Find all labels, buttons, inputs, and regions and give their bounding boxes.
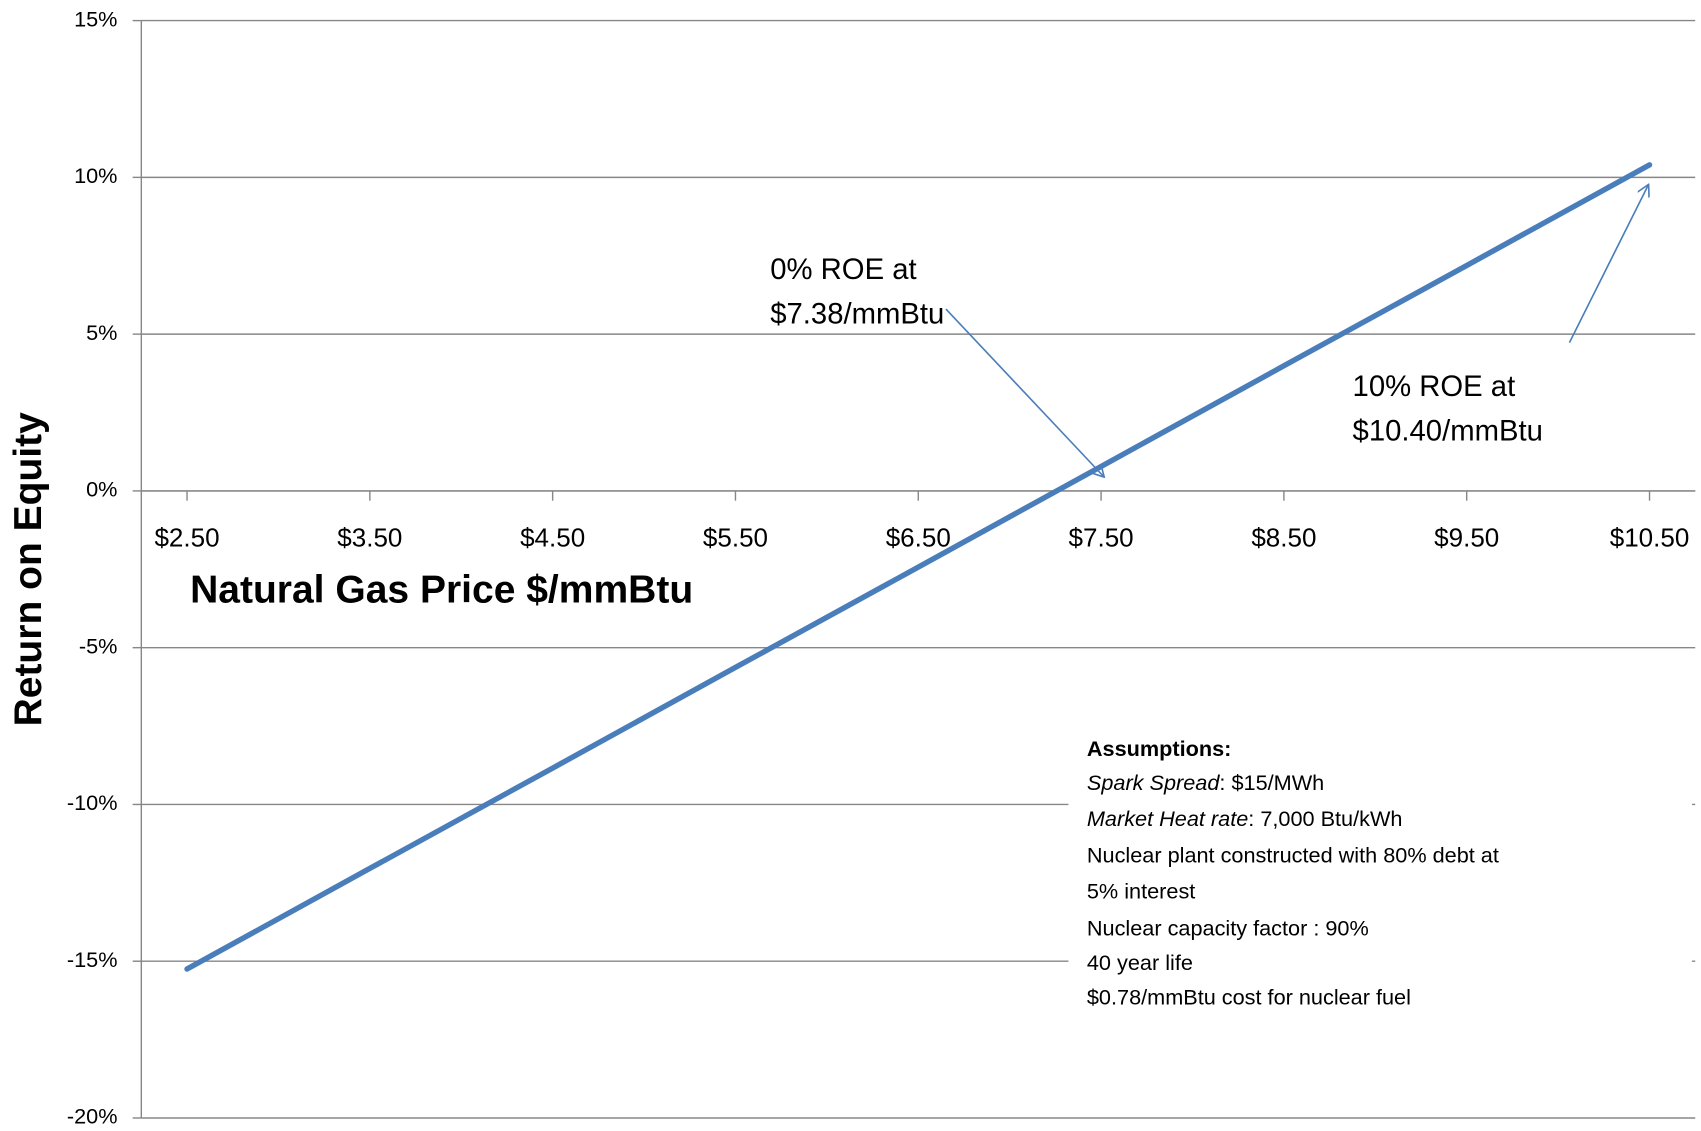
y-tick-label: -5% [79, 633, 118, 658]
y-tick-label: 5% [86, 320, 117, 345]
x-tick-label: $6.50 [886, 523, 951, 553]
annotation-text: $10.40/mmBtu [1353, 415, 1543, 447]
assumption-item: $0.78/mmBtu cost for nuclear fuel [1087, 984, 1411, 1009]
y-axis-title: Return on Equity [7, 412, 50, 727]
assumption-text: 5% interest [1087, 878, 1195, 903]
y-tick-label: -20% [67, 1104, 118, 1129]
y-tick-label: 0% [86, 477, 117, 502]
assumption-text: : $15/MWh [1219, 770, 1324, 795]
x-axis-title: Natural Gas Price $/mmBtu [190, 568, 693, 611]
assumptions-box [1068, 728, 1692, 1013]
assumption-item: 5% interest [1087, 878, 1195, 903]
y-tick-label: -10% [67, 790, 118, 815]
x-tick-label: $10.50 [1610, 523, 1690, 553]
assumption-item: Market Heat rate: 7,000 Btu/kWh [1087, 806, 1403, 831]
assumption-text: 40 year life [1087, 950, 1193, 975]
y-tick-label: 10% [74, 163, 117, 188]
y-tick-label: -15% [67, 947, 118, 972]
x-tick-label: $2.50 [154, 523, 219, 553]
assumption-item: 40 year life [1087, 950, 1193, 975]
annotation-arrow [1568, 184, 1648, 344]
annotation-arrow [945, 308, 1104, 477]
assumption-text: Nuclear plant constructed with 80% debt … [1087, 842, 1499, 867]
assumption-item: Nuclear capacity factor : 90% [1087, 915, 1369, 940]
assumption-item: Spark Spread: $15/MWh [1087, 770, 1324, 795]
assumption-term: Market Heat rate [1087, 806, 1248, 831]
annotation-text: 0% ROE at [770, 254, 916, 286]
x-tick-label: $3.50 [337, 523, 402, 553]
annotation-text: 10% ROE at [1353, 371, 1516, 403]
y-tick-label: 15% [74, 6, 117, 31]
assumption-item: Nuclear plant constructed with 80% debt … [1087, 842, 1499, 867]
assumption-text: Nuclear capacity factor : 90% [1087, 915, 1369, 940]
data-line [184, 162, 1653, 972]
x-tick-label: $5.50 [703, 523, 768, 553]
x-tick-label: $4.50 [520, 523, 585, 553]
x-tick-label: $9.50 [1434, 523, 1499, 553]
assumptions-title: Assumptions: [1087, 736, 1232, 761]
assumption-text: $0.78/mmBtu cost for nuclear fuel [1087, 984, 1411, 1009]
x-tick-label: $8.50 [1251, 523, 1316, 553]
assumption-text: : 7,000 Btu/kWh [1248, 806, 1402, 831]
annotation-text: $7.38/mmBtu [770, 298, 944, 330]
x-tick-label: $7.50 [1069, 523, 1134, 553]
assumption-term: Spark Spread [1087, 770, 1220, 795]
